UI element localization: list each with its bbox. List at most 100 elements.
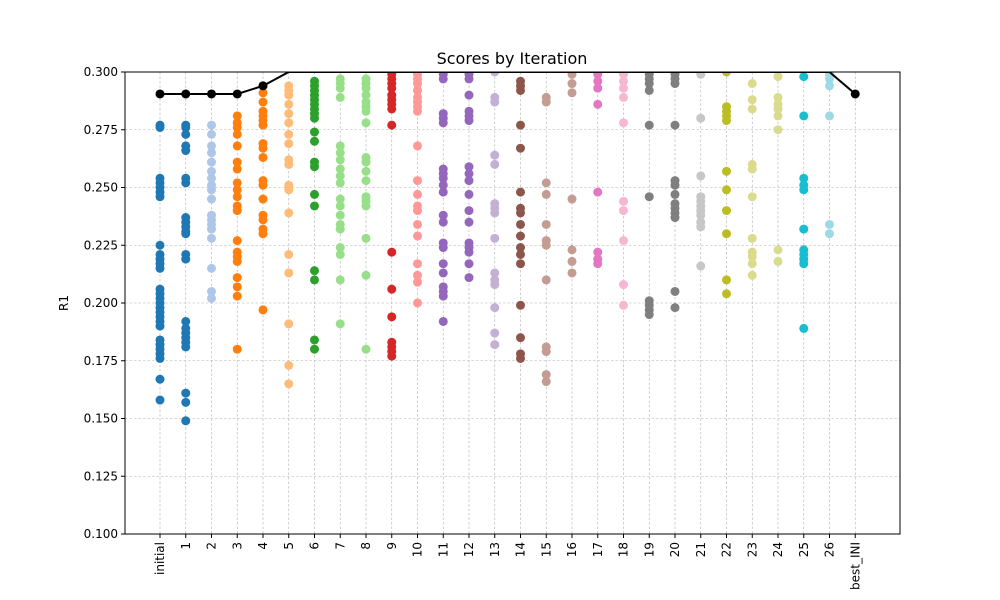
data-point [722, 289, 731, 299]
data-point [490, 159, 500, 169]
data-point [619, 72, 628, 79]
data-point [284, 360, 294, 370]
data-point [567, 268, 577, 278]
data-point [438, 187, 448, 197]
data-point [619, 83, 628, 93]
data-point [619, 280, 628, 290]
data-point [207, 141, 216, 151]
data-point [258, 215, 268, 225]
x-tick-label: 18 [617, 542, 631, 557]
data-point [335, 171, 345, 181]
data-point [232, 256, 242, 266]
data-point [619, 118, 628, 128]
data-point [181, 122, 191, 132]
data-point [490, 150, 500, 160]
x-tick-label: 24 [771, 542, 785, 557]
data-point [284, 379, 294, 389]
x-tick-label: 3 [230, 542, 244, 550]
data-point [567, 245, 577, 255]
data-point [825, 111, 834, 121]
data-point [438, 217, 448, 227]
data-point [181, 229, 191, 239]
x-tick-label: best_INI [848, 542, 862, 590]
data-point [773, 104, 783, 114]
data-point [490, 340, 500, 350]
data-point [284, 249, 294, 259]
data-point [284, 185, 294, 195]
data-point [747, 192, 757, 202]
data-point [181, 388, 191, 398]
data-point [207, 157, 216, 167]
data-point [387, 120, 397, 130]
data-point [413, 79, 422, 89]
data-point [232, 157, 242, 167]
data-point [413, 231, 422, 241]
data-point [516, 120, 525, 130]
data-point [490, 280, 500, 290]
data-point [155, 374, 165, 384]
data-point [567, 194, 577, 204]
data-point [258, 180, 268, 190]
data-point [747, 95, 757, 105]
data-point [773, 72, 783, 82]
data-point [670, 79, 680, 89]
x-tick-label: 11 [436, 542, 450, 557]
data-point [155, 263, 165, 273]
data-point [773, 125, 783, 135]
data-point [232, 164, 242, 174]
data-point [670, 120, 680, 130]
data-point [619, 196, 628, 206]
x-tick-label: 4 [256, 542, 270, 550]
data-point [722, 229, 731, 239]
data-point [361, 166, 371, 176]
data-point [335, 148, 345, 158]
data-point [825, 81, 834, 91]
data-point [490, 208, 500, 218]
data-point [232, 178, 242, 188]
data-point [335, 178, 345, 188]
data-point [413, 106, 422, 116]
data-point [438, 74, 448, 84]
data-point [644, 85, 654, 95]
best-line-marker [258, 81, 268, 91]
data-point [361, 90, 371, 100]
data-point [464, 259, 474, 269]
x-tick-label: 7 [333, 542, 347, 550]
x-tick-label: 8 [359, 542, 373, 550]
data-point [799, 72, 809, 82]
data-point [232, 122, 242, 132]
data-point [747, 164, 757, 174]
y-tick-label: 0.100 [84, 527, 118, 541]
data-point [181, 416, 191, 426]
data-point [335, 155, 345, 165]
data-point [335, 275, 345, 285]
x-tick-label: initial [153, 542, 167, 575]
data-point [670, 286, 680, 296]
data-point [258, 120, 268, 130]
data-point [516, 249, 525, 259]
best-line-marker [155, 89, 165, 99]
data-point [567, 79, 577, 89]
data-point [310, 335, 319, 345]
x-tick-label: 14 [514, 542, 528, 557]
data-point [335, 83, 345, 93]
data-point [825, 74, 834, 84]
data-point [284, 129, 294, 139]
data-point [387, 247, 397, 257]
data-point [696, 171, 706, 181]
data-point [413, 206, 422, 216]
x-tick-label: 23 [745, 542, 759, 557]
data-point [438, 118, 448, 128]
y-axis: 0.100 0.125 0.150 0.175 0.200 0.225 0.250 0.275… [84, 65, 125, 541]
data-point [335, 210, 345, 220]
data-point [284, 208, 294, 218]
data-point [696, 210, 706, 220]
x-tick-label: 16 [565, 542, 579, 557]
data-point [284, 159, 294, 169]
data-point [310, 344, 319, 354]
data-point [361, 233, 371, 243]
data-point [464, 247, 474, 257]
data-point [670, 213, 680, 223]
data-point [232, 344, 242, 354]
data-point [387, 351, 397, 361]
